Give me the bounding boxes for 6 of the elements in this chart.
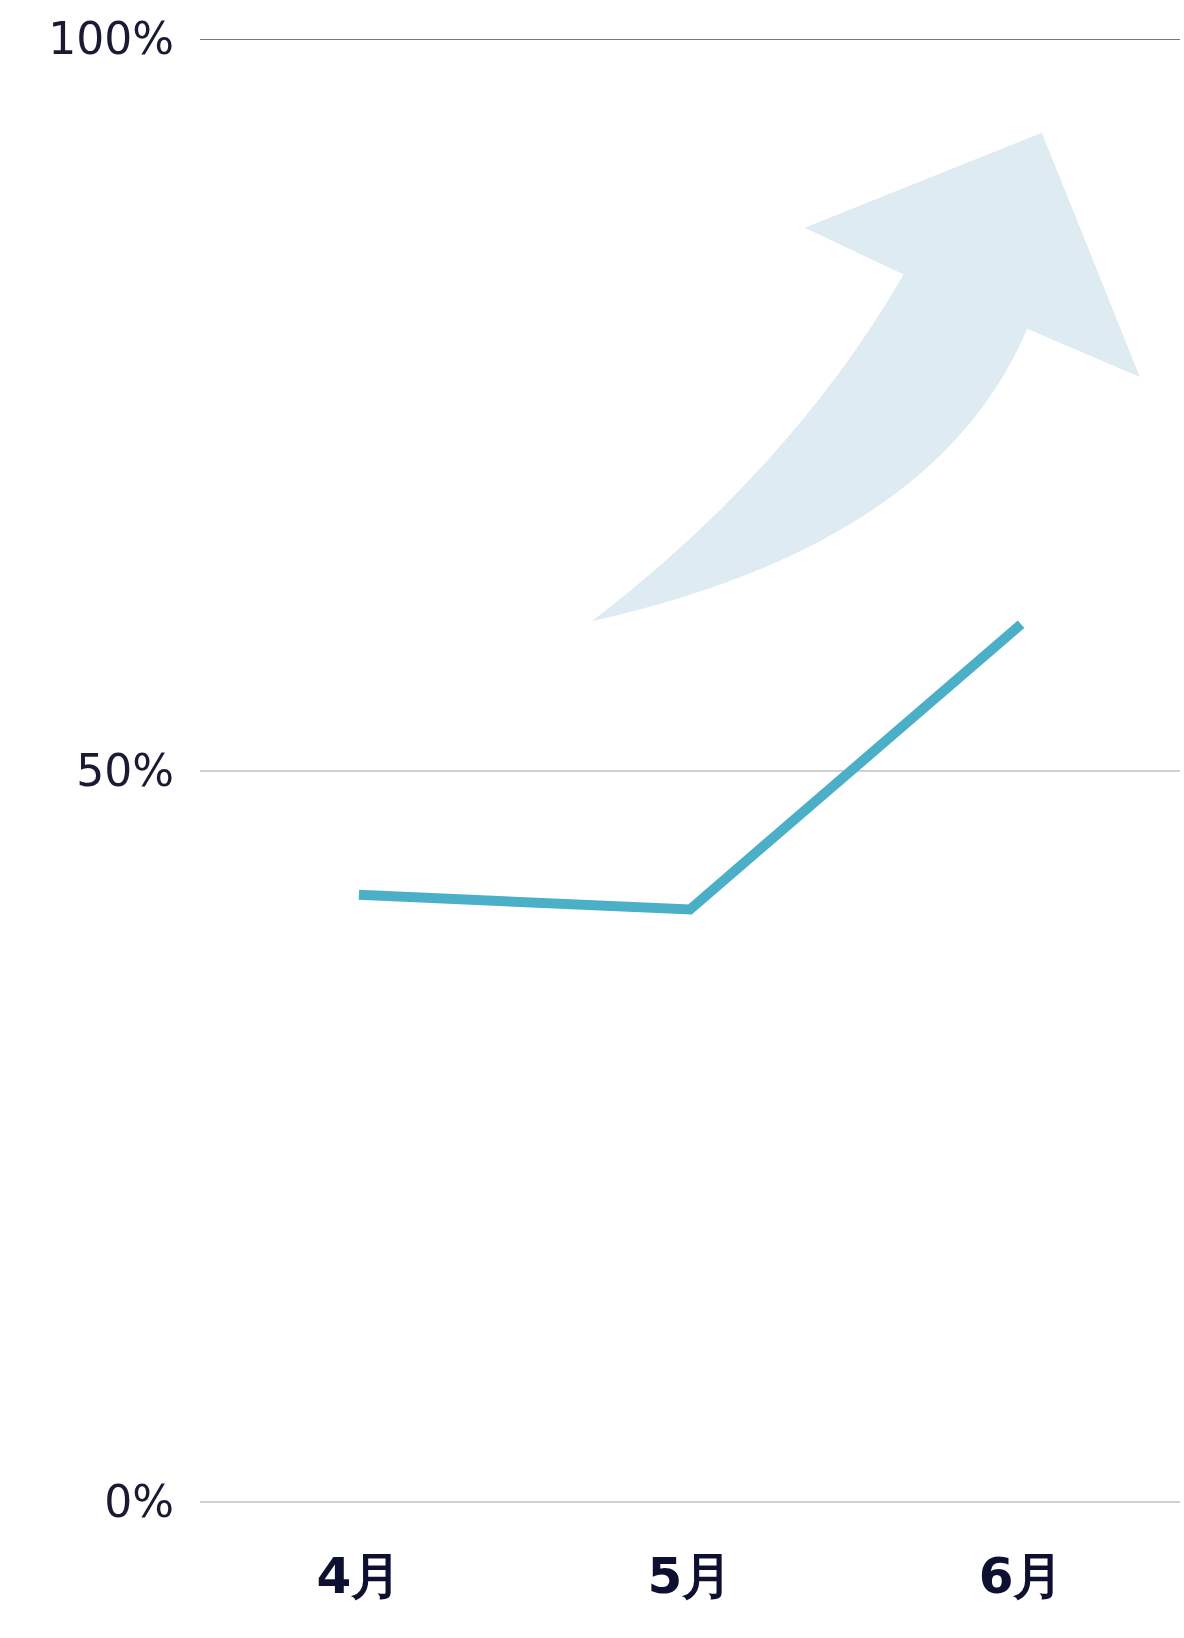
x-tick-label: 6月 [978,1547,1064,1605]
y-tick-label: 50% [76,744,174,796]
x-tick-label: 4月 [316,1547,402,1605]
x-tick-label: 5月 [647,1547,733,1605]
y-tick-label: 0% [104,1476,174,1528]
y-tick-label: 100% [48,13,174,65]
